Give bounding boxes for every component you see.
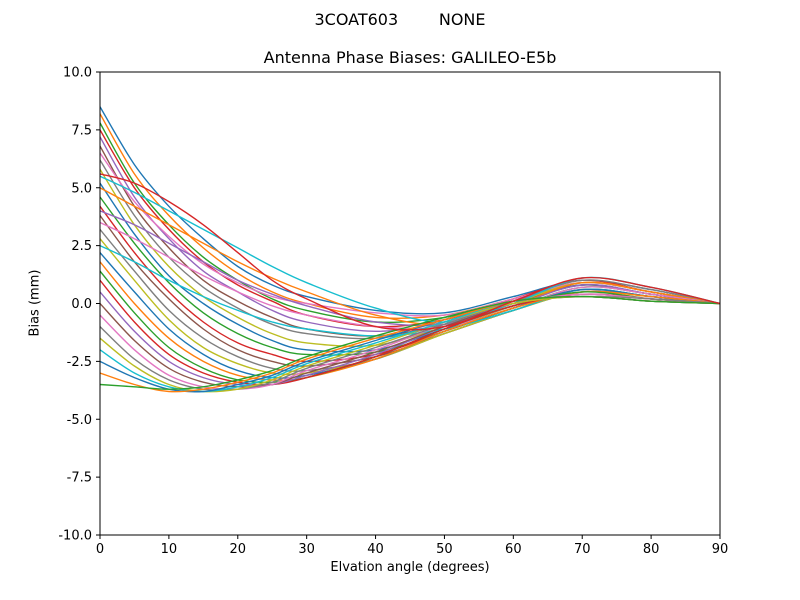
x-tick-label: 90 [712, 542, 729, 557]
bias-curve [100, 228, 720, 372]
bias-curve [100, 293, 720, 390]
y-tick-label: 5.0 [71, 181, 92, 196]
bias-curve [100, 238, 720, 376]
plot-border [99, 71, 721, 536]
bias-curve [100, 145, 720, 337]
chart-title: Antenna Phase Biases: GALILEO-E5b [263, 48, 557, 67]
bias-curve [100, 251, 720, 379]
y-tick-label: -2.5 [67, 355, 92, 370]
x-tick-label: 20 [230, 542, 247, 557]
y-tick-label: 2.5 [71, 239, 92, 254]
y-tick-label: 7.5 [71, 123, 92, 138]
bias-curve [100, 173, 720, 331]
x-tick-label: 70 [574, 542, 591, 557]
y-tick-label: 0.0 [71, 297, 92, 312]
x-axis-label: Elvation angle (degrees) [330, 560, 490, 575]
x-tick-label: 0 [96, 542, 104, 557]
x-tick-label: 10 [161, 542, 178, 557]
x-tick-label: 40 [367, 542, 384, 557]
bias-curve [100, 291, 720, 387]
bias-curve [100, 168, 720, 347]
bias-curve [100, 221, 720, 330]
x-tick-label: 50 [436, 542, 453, 557]
y-tick-label: -10.0 [58, 529, 92, 544]
figure-suptitle: 3COAT603 NONE [314, 10, 486, 29]
y-tick-label: -7.5 [67, 471, 92, 486]
x-tick-label: 60 [505, 542, 522, 557]
curves-group [100, 106, 720, 393]
bias-curve [100, 136, 720, 333]
y-tick-label: 10.0 [63, 66, 92, 81]
y-tick-label: -5.0 [67, 413, 92, 428]
bias-curve [100, 295, 720, 390]
x-tick-label: 80 [643, 542, 660, 557]
x-tick-label: 30 [298, 542, 315, 557]
bias-curve [100, 210, 720, 327]
bias-curve [100, 187, 720, 326]
